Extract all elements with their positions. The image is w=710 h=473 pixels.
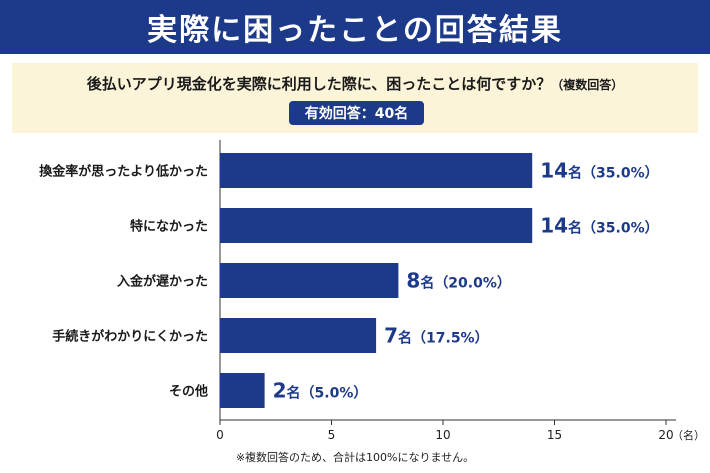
page-title: 実際に困ったことの回答結果 [147, 13, 563, 48]
x-tick-label: 10 [435, 428, 450, 442]
data-label-unit: 名 [420, 275, 434, 292]
data-label: 8名（20.0%） [406, 269, 511, 293]
bar [220, 263, 399, 298]
question-line: 後払いアプリ現金化を実際に利用した際に、困ったことは何ですか？（複数回答） [12, 73, 698, 94]
bar-chart: 0 5 10 15 20（名）換金率が思ったより低かった 14名（35.0%）特になかった… [39, 140, 705, 442]
x-tick-label: 5 [328, 428, 336, 442]
data-label-percent: （5.0%） [301, 386, 368, 402]
data-label-percent: （35.0%） [582, 166, 659, 182]
x-unit-label: （名） [672, 428, 705, 442]
category-label: その他 [169, 384, 208, 400]
data-label-value: 2 [273, 379, 287, 403]
data-label-unit: 名 [287, 385, 301, 402]
data-label-percent: （20.0%） [434, 276, 511, 292]
data-label-value: 7 [384, 324, 398, 348]
data-label-unit: 名 [568, 220, 582, 237]
x-tick-label: 20 [658, 428, 673, 442]
category-label: 換金率が思ったより低かった [39, 164, 208, 180]
data-label-percent: （35.0%） [582, 221, 659, 237]
data-label: 14名（35.0%） [540, 214, 658, 238]
data-label: 14名（35.0%） [540, 159, 658, 183]
footnote: ※複数回答のため、合計は100%になりません。 [235, 451, 475, 464]
data-label: 2名（5.0%） [273, 379, 368, 403]
data-label-percent: （17.5%） [412, 331, 489, 347]
category-label: 手続きがわかりにくかった [52, 329, 208, 345]
bar [220, 153, 533, 188]
category-label: 特になかった [130, 219, 208, 235]
data-label-unit: 名 [568, 165, 582, 182]
title-banner: 実際に困ったことの回答結果 [0, 0, 710, 54]
bar [220, 373, 265, 408]
valid-responses-badge: 有効回答：40名 [289, 101, 424, 125]
bar [220, 318, 377, 353]
question-box: 後払いアプリ現金化を実際に利用した際に、困ったことは何ですか？（複数回答） 有効… [12, 63, 698, 133]
question-text: 後払いアプリ現金化を実際に利用した際に、困ったことは何ですか？ [86, 75, 552, 93]
category-label: 入金が遅かった [117, 274, 208, 290]
x-tick-label: 0 [216, 428, 224, 442]
data-label-value: 14 [540, 214, 568, 238]
data-label-value: 14 [540, 159, 568, 183]
question-note: （複数回答） [551, 78, 624, 92]
data-label-unit: 名 [398, 330, 412, 347]
x-tick-label: 15 [547, 428, 562, 442]
data-label: 7名（17.5%） [384, 324, 489, 348]
data-label-value: 8 [406, 269, 420, 293]
bar [220, 208, 533, 243]
